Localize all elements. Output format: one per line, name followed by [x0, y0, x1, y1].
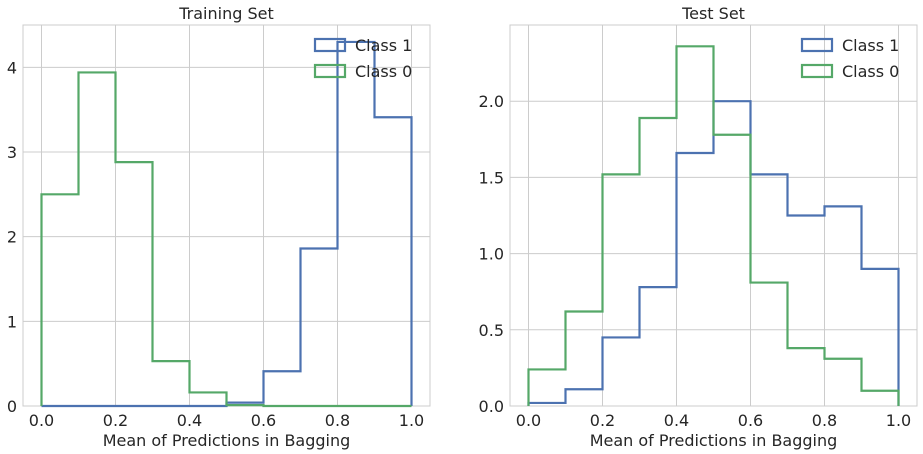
test-legend-label-0: Class 1	[842, 36, 899, 55]
training-x-axis-label: Mean of Predictions in Bagging	[103, 431, 351, 450]
training-xtick-label-1: 0.2	[103, 411, 128, 430]
training-chart-title: Training Set	[178, 4, 274, 23]
test-chart-title: Test Set	[681, 4, 745, 23]
test-legend-swatch-1	[800, 63, 834, 79]
test-ytick-label-4: 2.0	[479, 92, 504, 111]
test-xtick-label-0: 0.0	[516, 411, 541, 430]
training-xtick-label-4: 0.8	[325, 411, 350, 430]
test-legend-label-1: Class 0	[842, 62, 899, 81]
test-ytick-label-0: 0.0	[479, 397, 504, 416]
test-plot-frame	[509, 24, 918, 407]
training-xtick-label-3: 0.6	[251, 411, 276, 430]
training-ytick-label-0: 0	[7, 397, 17, 416]
training-set-chart: 0.0 0.2 0.4 0.6 0.8 1.0 0 1 2 3 4 Training Set Mean …	[7, 4, 431, 450]
test-ytick-label-1: 0.5	[479, 321, 504, 340]
training-ytick-label-3: 3	[7, 143, 17, 162]
training-ytick-label-2: 2	[7, 228, 17, 247]
test-set-chart: 0.0 0.2 0.4 0.6 0.8 1.0 0.0 0.5 1.0 1.5 2.0 Test Se…	[479, 4, 918, 450]
training-legend-swatch-1	[313, 63, 347, 79]
test-ytick-label-3: 1.5	[479, 168, 504, 187]
training-ytick-label-1: 1	[7, 312, 17, 331]
training-xtick-label-2: 0.4	[177, 411, 202, 430]
training-legend-swatch-0	[313, 37, 347, 53]
training-series-class-1	[41, 40, 413, 408]
training-plot-frame	[22, 24, 431, 407]
training-legend-label-1: Class 0	[355, 62, 412, 81]
training-series-class-0	[40, 71, 412, 408]
test-xtick-label-1: 0.2	[590, 411, 615, 430]
test-xtick-label-2: 0.4	[664, 411, 689, 430]
test-ytick-label-2: 1.0	[479, 245, 504, 264]
training-legend-label-0: Class 1	[355, 36, 412, 55]
training-xtick-label-0: 0.0	[29, 411, 54, 430]
test-xtick-label-4: 0.8	[812, 411, 837, 430]
training-xtick-label-5: 1.0	[399, 411, 424, 430]
test-xtick-label-5: 1.0	[886, 411, 911, 430]
test-xtick-label-3: 0.6	[738, 411, 763, 430]
training-ytick-label-4: 4	[7, 58, 17, 77]
test-series-class-0	[527, 45, 900, 406]
test-legend-swatch-0	[800, 37, 834, 53]
test-x-axis-label: Mean of Predictions in Bagging	[590, 431, 838, 450]
